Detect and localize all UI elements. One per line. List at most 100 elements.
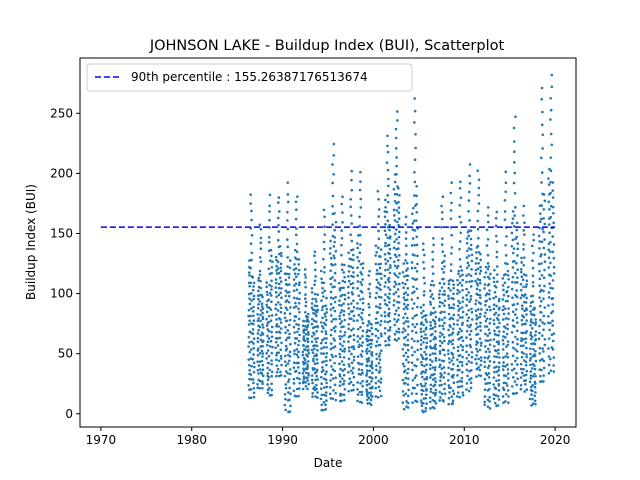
data-point <box>538 269 541 273</box>
data-point <box>349 205 353 209</box>
data-point <box>503 307 507 311</box>
data-point <box>404 320 408 323</box>
data-point <box>513 271 517 275</box>
data-point <box>275 318 278 321</box>
data-point <box>467 316 471 320</box>
data-point <box>356 274 360 277</box>
data-point <box>394 147 398 150</box>
data-point <box>434 391 438 395</box>
data-point <box>434 402 438 405</box>
data-point <box>479 296 482 299</box>
data-point <box>539 374 542 378</box>
data-point <box>515 391 519 395</box>
data-point <box>265 317 268 321</box>
data-point <box>360 368 364 372</box>
data-point <box>475 367 479 371</box>
data-point <box>496 404 500 407</box>
data-point <box>425 357 429 360</box>
data-point <box>415 313 419 317</box>
data-point <box>461 339 465 343</box>
data-point <box>367 274 371 277</box>
data-point <box>515 221 519 225</box>
data-point <box>489 272 492 276</box>
data-point <box>274 303 278 306</box>
data-point <box>340 308 344 312</box>
data-point <box>360 283 364 286</box>
data-point <box>298 381 301 385</box>
data-point <box>343 275 346 279</box>
data-point <box>388 228 391 232</box>
data-point <box>541 227 544 231</box>
data-point <box>279 321 283 324</box>
data-point <box>411 237 415 240</box>
data-point <box>274 313 278 316</box>
data-point <box>519 288 523 292</box>
data-point <box>537 337 541 341</box>
data-point <box>283 316 287 320</box>
data-point <box>316 324 319 328</box>
data-point <box>465 336 468 339</box>
data-point <box>465 256 469 259</box>
data-point <box>447 342 450 345</box>
data-point <box>542 289 545 293</box>
data-point <box>306 318 309 321</box>
data-point <box>250 209 253 213</box>
data-point <box>296 195 299 198</box>
data-point <box>388 271 392 275</box>
data-point <box>359 197 363 201</box>
data-point <box>429 313 432 316</box>
data-point <box>461 348 464 352</box>
data-point <box>475 354 478 357</box>
data-point <box>351 366 355 370</box>
data-point <box>492 322 496 326</box>
data-point <box>515 235 519 239</box>
data-point <box>552 211 555 215</box>
data-point <box>477 261 481 265</box>
data-point <box>538 380 542 383</box>
data-point <box>403 302 406 306</box>
data-point <box>425 345 428 348</box>
data-point <box>433 335 437 339</box>
data-point <box>477 357 480 361</box>
data-point <box>259 333 262 337</box>
data-point <box>384 244 387 248</box>
data-point <box>540 86 544 90</box>
data-point <box>420 321 424 324</box>
data-point <box>467 308 470 312</box>
data-point <box>522 263 525 267</box>
data-point <box>265 357 268 360</box>
data-point <box>449 209 453 212</box>
data-point <box>452 303 456 306</box>
data-point <box>257 328 260 332</box>
y-axis-label: Buildup Index (BUI) <box>24 184 38 300</box>
data-point <box>251 288 255 292</box>
data-point <box>543 253 547 256</box>
data-point <box>476 308 480 311</box>
data-point <box>395 110 399 113</box>
data-point <box>307 330 310 334</box>
data-point <box>540 123 544 127</box>
data-point <box>465 274 468 277</box>
data-point <box>475 322 478 325</box>
data-point <box>543 222 547 226</box>
data-point <box>423 350 426 354</box>
data-point <box>410 329 414 333</box>
data-point <box>247 363 251 367</box>
data-point <box>431 398 435 402</box>
data-point <box>468 182 472 185</box>
data-point <box>288 372 292 376</box>
data-point <box>324 315 327 318</box>
data-point <box>248 274 251 277</box>
data-point <box>268 193 272 197</box>
data-point <box>270 374 273 378</box>
data-point <box>314 297 317 301</box>
data-point <box>468 378 471 382</box>
data-point <box>276 301 280 304</box>
data-point <box>456 283 460 287</box>
data-point <box>506 368 510 371</box>
data-point <box>352 388 355 392</box>
data-point <box>267 329 271 333</box>
data-point <box>310 378 314 382</box>
data-point <box>469 386 473 390</box>
data-point <box>325 385 329 389</box>
